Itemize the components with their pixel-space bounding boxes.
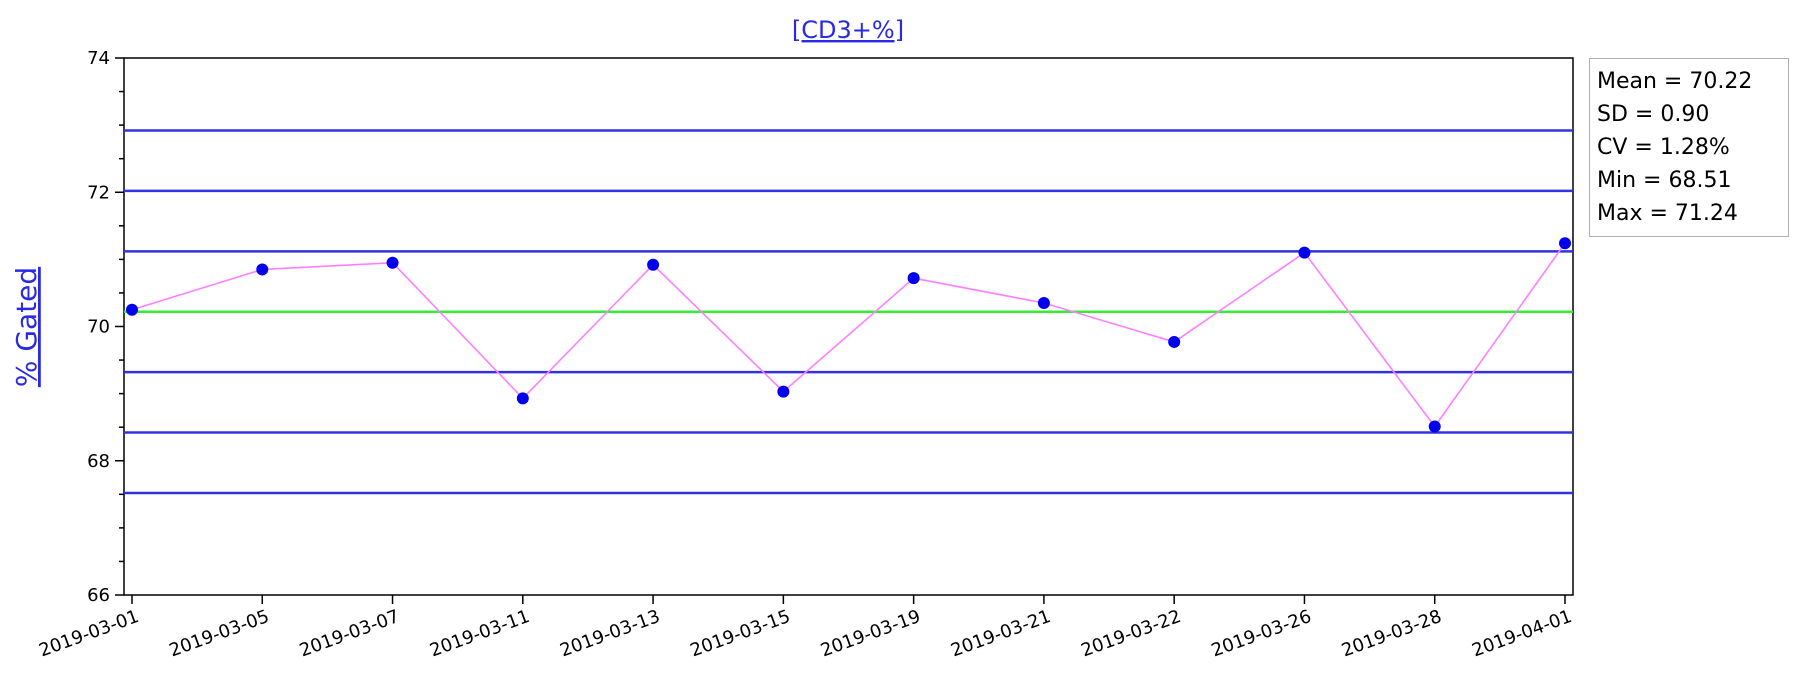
x-tick-label: 2019-03-11 bbox=[427, 606, 532, 662]
x-tick-label: 2019-03-19 bbox=[818, 606, 923, 662]
y-axis-label-link[interactable]: % Gated bbox=[10, 267, 43, 387]
y-tick-label: 70 bbox=[87, 317, 110, 338]
data-point bbox=[1428, 420, 1441, 433]
series-line bbox=[131, 242, 1566, 428]
statistics-box: Mean = 70.22 SD = 0.90 CV = 1.28% Min = … bbox=[1589, 58, 1789, 237]
stat-sd: SD = 0.90 bbox=[1597, 102, 1710, 127]
x-tick-label: 2019-03-05 bbox=[166, 606, 271, 662]
data-point bbox=[256, 263, 269, 276]
data-point bbox=[647, 258, 660, 271]
x-tick-label: 2019-03-15 bbox=[688, 606, 793, 662]
y-tick-label: 74 bbox=[87, 48, 110, 69]
data-point bbox=[516, 392, 529, 405]
x-tick-label: 2019-03-07 bbox=[297, 606, 402, 662]
y-tick-label: 72 bbox=[87, 182, 110, 203]
y-tick-label: 68 bbox=[87, 451, 110, 472]
plot-area-frame bbox=[123, 57, 1574, 596]
y-tick-label: 66 bbox=[87, 585, 110, 606]
x-tick-label: 2019-03-13 bbox=[557, 606, 662, 662]
data-point bbox=[1298, 246, 1311, 259]
data-point bbox=[1037, 297, 1050, 310]
stat-cv: CV = 1.28% bbox=[1597, 135, 1730, 160]
data-point bbox=[777, 385, 790, 398]
chart-title-link[interactable]: [CD3+%] bbox=[792, 16, 904, 44]
stat-mean: Mean = 70.22 bbox=[1597, 69, 1753, 94]
data-point bbox=[126, 303, 138, 316]
data-point bbox=[1559, 237, 1571, 250]
x-tick-label: 2019-03-21 bbox=[948, 606, 1053, 662]
data-point bbox=[907, 272, 920, 285]
x-tick-label: 2019-03-01 bbox=[36, 606, 141, 662]
data-point bbox=[1168, 335, 1181, 348]
stat-min: Min = 68.51 bbox=[1597, 168, 1732, 193]
x-tick-label: 2019-03-28 bbox=[1339, 606, 1444, 662]
data-point bbox=[386, 256, 399, 269]
x-tick-label: 2019-03-26 bbox=[1209, 606, 1314, 662]
stat-max: Max = 71.24 bbox=[1597, 201, 1738, 226]
x-tick-label: 2019-04-01 bbox=[1469, 606, 1574, 662]
x-tick-label: 2019-03-22 bbox=[1078, 606, 1183, 662]
